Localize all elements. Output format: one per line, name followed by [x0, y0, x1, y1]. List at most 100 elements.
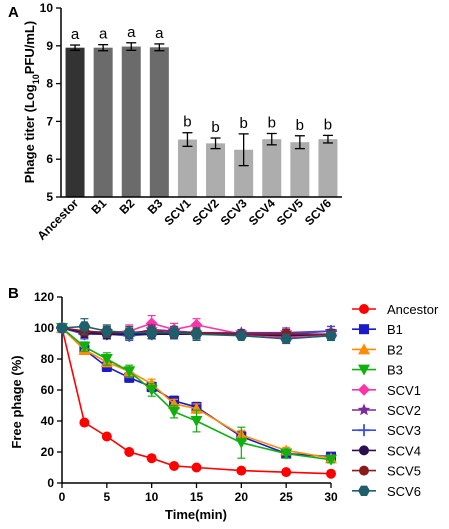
point-scv6	[325, 330, 337, 341]
panel-a-y-axis-label-main: Phage titer (Log	[22, 84, 37, 183]
legend-item-scv5: SCV5	[352, 464, 421, 479]
panel-b-y-axis-label: Free phage (%)	[9, 355, 24, 448]
y-tick-label: 80	[41, 352, 55, 366]
legend-item-b1: B1	[352, 322, 403, 337]
legend-marker-b2	[358, 343, 370, 355]
legend-label-scv6: SCV6	[387, 484, 421, 499]
series-line-b3	[61, 327, 332, 461]
legend-item-b2: B2	[352, 342, 403, 357]
legend-marker-scv6	[358, 485, 370, 496]
point-ancestor	[124, 447, 135, 457]
point-scv6	[145, 327, 158, 338]
x-tick-label: 30	[324, 490, 338, 504]
panel-b-y-ticks: 0 20 40 60 80 100 120	[34, 290, 62, 490]
x-tick-label: SCV4	[246, 196, 278, 228]
legend-item-scv2: SCV2	[352, 403, 421, 418]
point-scv6	[190, 329, 203, 340]
legend-label-scv2: SCV2	[387, 403, 421, 418]
legend-item-ancestor: Ancestor	[352, 302, 439, 317]
point-b3	[168, 406, 181, 418]
x-tick-label: SCV5	[274, 196, 306, 228]
point-ancestor	[191, 462, 202, 473]
series-line-b2	[61, 327, 332, 459]
panel-b: B 0 20 40 60 80 100 120 0 5 10 15 20 25 30 Ancestor B…	[8, 285, 439, 522]
point-scv6	[56, 322, 68, 334]
legend-label-scv3: SCV3	[387, 423, 421, 438]
significance-letter: b	[239, 115, 247, 132]
point-b3	[280, 448, 293, 460]
significance-letter: b	[324, 116, 332, 133]
point-scv6	[235, 330, 248, 341]
legend-label-ancestor: Ancestor	[387, 302, 439, 317]
legend-label-scv5: SCV5	[387, 464, 421, 479]
point-b3	[190, 416, 203, 427]
x-tick-label: 10	[145, 490, 159, 504]
panel-a-y-axis-label-subscript: 10	[31, 74, 41, 84]
significance-letter: b	[183, 114, 191, 131]
panel-a-axes	[60, 8, 342, 198]
point-ancestor	[79, 417, 90, 428]
point-b2	[190, 402, 203, 414]
point-scv6	[280, 333, 293, 345]
x-tick-label: 5	[103, 490, 110, 504]
legend-marker-b1	[359, 324, 369, 335]
significance-letter: a	[127, 24, 136, 41]
bar-scv4	[262, 139, 282, 197]
panel-a-error-bars	[70, 42, 333, 167]
point-b3	[78, 341, 91, 353]
panel-a-label: A	[8, 4, 19, 21]
x-tick-label: SCV1	[161, 196, 193, 228]
point-b3	[100, 354, 113, 365]
y-tick-label: 20	[41, 445, 55, 459]
point-ancestor	[146, 453, 157, 464]
legend-label-b3: B3	[387, 363, 403, 378]
significance-letter: a	[155, 25, 164, 42]
point-scv6	[100, 325, 113, 337]
legend-marker-scv1	[358, 383, 370, 396]
significance-letter: b	[296, 117, 304, 134]
y-tick-label: 100	[34, 321, 54, 335]
bar-b2	[121, 46, 141, 197]
point-ancestor	[236, 465, 247, 476]
legend-marker-scv2	[357, 403, 371, 416]
bar-b1	[93, 47, 113, 197]
legend-label-b1: B1	[387, 322, 403, 337]
y-tick-label: 7	[46, 114, 53, 128]
legend-item-scv4: SCV4	[352, 443, 421, 458]
legend-label-b2: B2	[387, 342, 403, 357]
legend-item-scv3: SCV3	[352, 423, 421, 438]
x-tick-label: 20	[235, 490, 249, 504]
y-tick-label: 9	[46, 39, 53, 53]
series-b2	[56, 322, 337, 464]
panel-a-significance-letters: a a a a b b b b b b	[71, 24, 332, 136]
y-tick-label: 5	[46, 190, 53, 204]
panel-b-x-ticks: 0 5 10 15 20 25 30	[59, 483, 338, 504]
point-b3	[235, 437, 248, 449]
bar-ancestor	[65, 47, 85, 197]
legend-marker-ancestor	[359, 304, 369, 314]
y-tick-label: 8	[46, 77, 53, 91]
legend-item-scv1: SCV1	[352, 383, 421, 398]
point-ancestor	[281, 467, 292, 478]
significance-letter: a	[71, 26, 80, 43]
y-tick-label: 10	[40, 1, 54, 15]
x-tick-label: 15	[190, 490, 204, 504]
series-scv6	[56, 318, 337, 345]
x-tick-label: 0	[59, 490, 66, 504]
point-b3	[325, 454, 337, 466]
bar-scv6	[318, 139, 338, 197]
bar-scv3	[234, 149, 254, 197]
x-tick-label: B3	[145, 196, 166, 217]
legend-item-b3: B3	[352, 363, 403, 378]
point-scv6	[78, 321, 91, 332]
bar-scv2	[206, 143, 226, 197]
panel-b-x-axis-label: Time(min)	[165, 507, 227, 522]
point-b2	[168, 397, 181, 409]
point-ancestor	[169, 460, 180, 471]
point-b3	[145, 385, 158, 396]
bar-b3	[149, 47, 169, 198]
x-tick-label: SCV2	[190, 196, 222, 228]
